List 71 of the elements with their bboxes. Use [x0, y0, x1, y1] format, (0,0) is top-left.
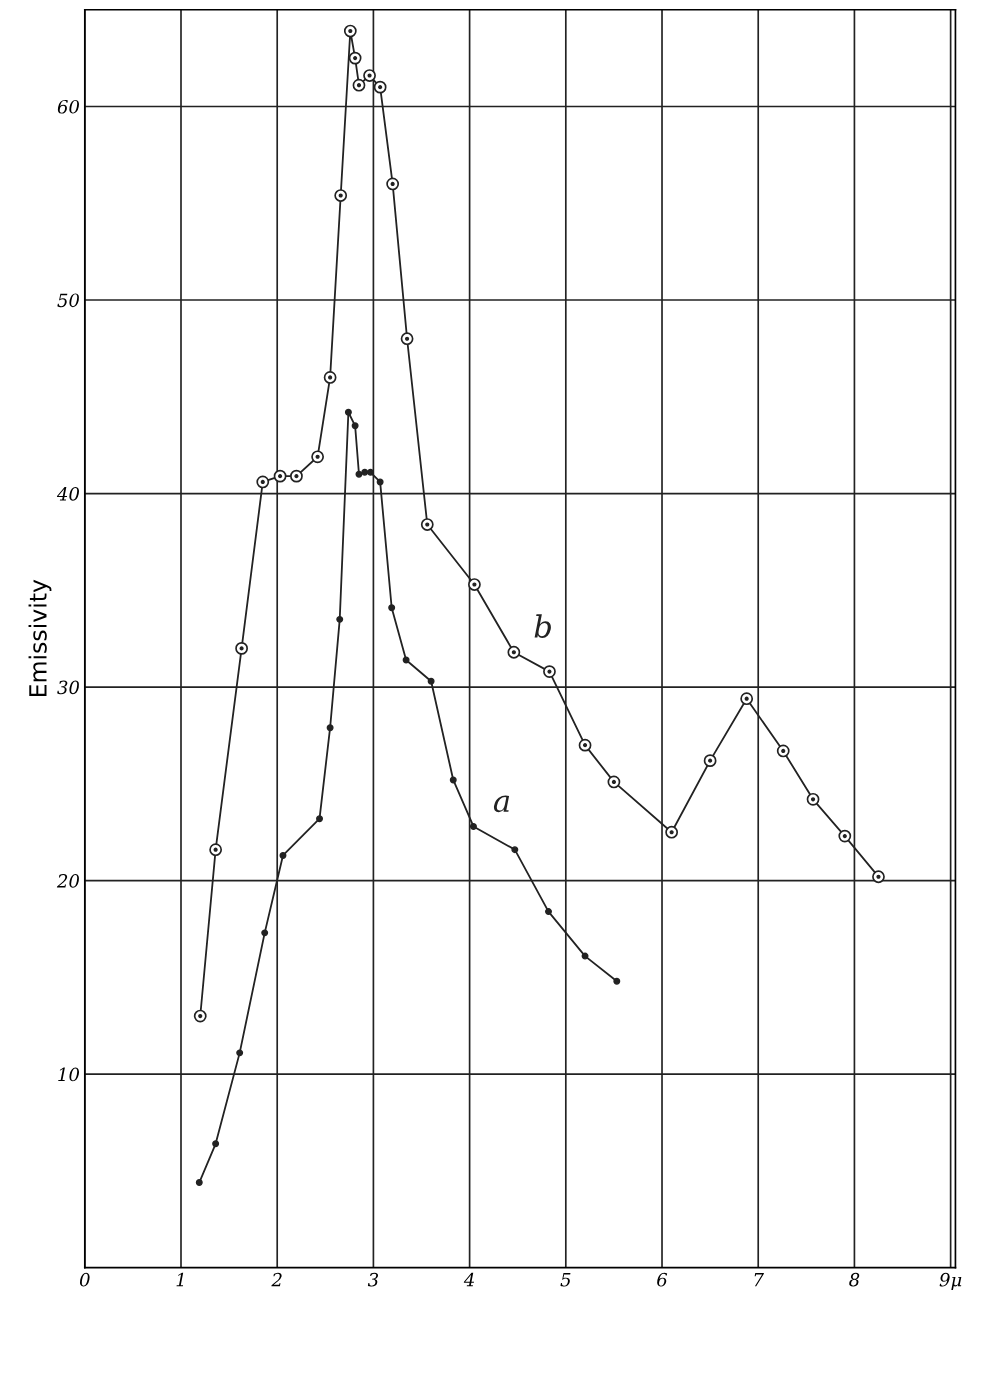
point: [402, 656, 410, 664]
y-tick-label: 60: [57, 99, 79, 114]
point: [703, 754, 717, 768]
point: [607, 775, 621, 789]
point: [343, 24, 357, 38]
x-tick-label: 2: [271, 1272, 282, 1287]
y-tick-label: 50: [57, 293, 79, 308]
point: [468, 578, 481, 591]
point: [838, 829, 852, 843]
point: [361, 468, 369, 476]
point: [279, 851, 287, 859]
point: [273, 469, 287, 483]
x-tick-label: 4: [463, 1272, 475, 1287]
x-tick-label: 7: [754, 1273, 764, 1287]
point: [400, 332, 414, 346]
point: [449, 776, 457, 784]
point: [388, 604, 396, 612]
point: [373, 80, 387, 94]
point: [363, 69, 376, 82]
x-tick-label: 5: [560, 1273, 571, 1287]
point: [420, 518, 434, 531]
point: [469, 822, 477, 830]
x-tick-label: 0: [79, 1272, 90, 1287]
point: [235, 641, 248, 655]
point: [209, 843, 223, 857]
point: [316, 815, 324, 823]
point: [872, 870, 885, 884]
x-tick-label: 8: [849, 1272, 860, 1287]
point: [581, 952, 589, 960]
y-tick-label: 10: [58, 1067, 79, 1082]
point: [507, 645, 521, 659]
point: [256, 475, 270, 489]
point: [386, 177, 400, 191]
point: [740, 692, 754, 706]
point: [367, 468, 374, 476]
point: [355, 470, 363, 478]
point: [776, 744, 790, 758]
x-tick-label: 6: [657, 1272, 668, 1287]
y-tick-label: 20: [56, 874, 79, 888]
point: [545, 908, 552, 916]
x-tick-label: 9μ: [939, 1272, 962, 1291]
point: [326, 724, 334, 732]
x-tick-label: 1: [176, 1272, 184, 1287]
point: [344, 408, 352, 416]
point: [193, 1009, 207, 1023]
point: [236, 1049, 244, 1057]
point: [290, 469, 303, 483]
point: [665, 825, 679, 839]
point: [543, 665, 556, 678]
point: [806, 792, 820, 806]
point: [334, 189, 348, 202]
point: [376, 478, 384, 486]
point: [311, 450, 324, 464]
point: [348, 51, 362, 65]
point: [352, 78, 366, 92]
point: [511, 846, 519, 854]
point: [351, 422, 359, 430]
point: [427, 677, 435, 685]
point: [323, 371, 337, 384]
point: [195, 1179, 203, 1186]
y-tick-label: 30: [57, 680, 79, 695]
series-label: b: [534, 614, 551, 638]
point: [613, 977, 621, 985]
point: [578, 738, 592, 752]
point: [336, 615, 344, 623]
series-label: a: [493, 795, 510, 813]
point: [212, 1140, 220, 1148]
x-tick-label: 3: [367, 1272, 379, 1287]
point: [261, 929, 269, 937]
y-tick-label: 40: [56, 487, 79, 501]
y-axis-title: Emissivity: [28, 579, 52, 697]
